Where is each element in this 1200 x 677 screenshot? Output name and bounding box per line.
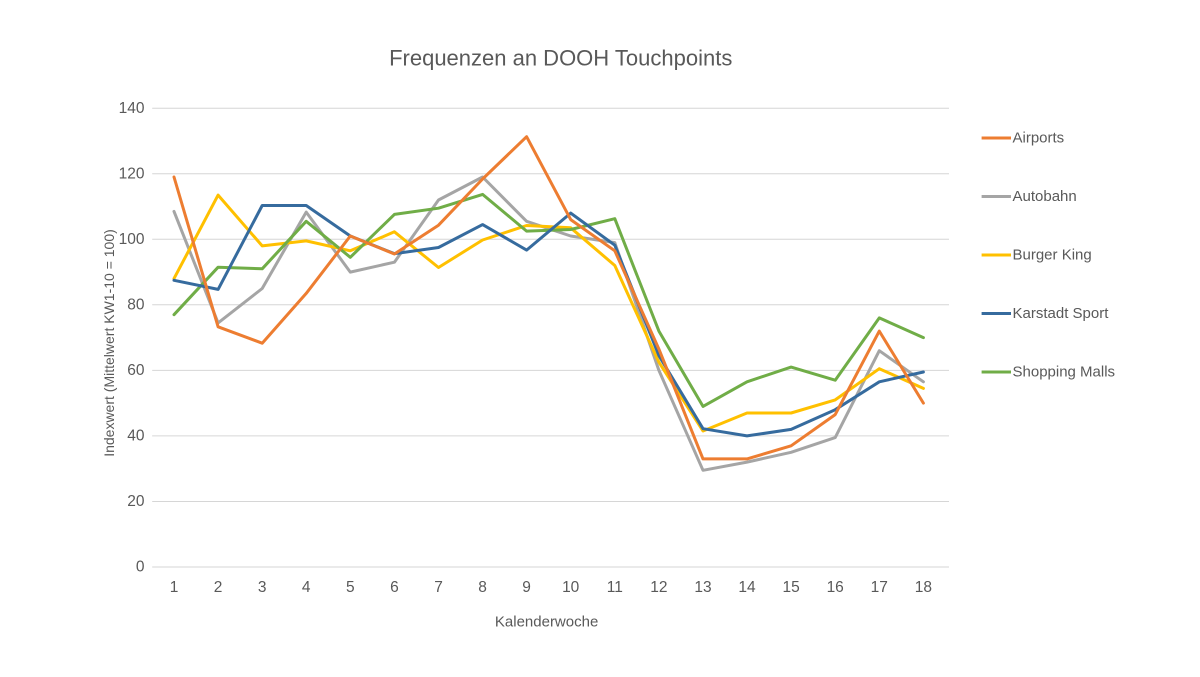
svg-text:3: 3 bbox=[258, 579, 267, 596]
svg-text:120: 120 bbox=[119, 165, 145, 182]
svg-text:20: 20 bbox=[127, 493, 145, 510]
svg-text:6: 6 bbox=[390, 579, 399, 596]
svg-text:11: 11 bbox=[607, 579, 623, 596]
svg-text:Shopping Malls: Shopping Malls bbox=[1013, 364, 1116, 381]
svg-text:Kalenderwoche: Kalenderwoche bbox=[495, 614, 598, 631]
svg-text:15: 15 bbox=[782, 579, 799, 596]
svg-text:Frequenzen an DOOH Touchpoints: Frequenzen an DOOH Touchpoints bbox=[389, 46, 732, 71]
svg-text:7: 7 bbox=[434, 579, 443, 596]
svg-text:12: 12 bbox=[650, 579, 667, 596]
svg-text:1: 1 bbox=[170, 579, 179, 596]
svg-text:14: 14 bbox=[738, 579, 756, 596]
svg-text:8: 8 bbox=[478, 579, 487, 596]
svg-text:16: 16 bbox=[827, 579, 844, 596]
svg-text:100: 100 bbox=[119, 231, 145, 248]
svg-text:60: 60 bbox=[127, 362, 145, 379]
svg-text:80: 80 bbox=[127, 296, 145, 313]
svg-text:Indexwert (Mittelwert KW1-10 =: Indexwert (Mittelwert KW1-10 = 100) bbox=[101, 229, 117, 457]
svg-text:Burger King: Burger King bbox=[1013, 247, 1092, 264]
svg-text:18: 18 bbox=[915, 579, 932, 596]
svg-text:5: 5 bbox=[346, 579, 355, 596]
svg-text:140: 140 bbox=[119, 100, 145, 117]
svg-text:Autobahn: Autobahn bbox=[1013, 188, 1077, 205]
svg-text:9: 9 bbox=[522, 579, 531, 596]
svg-text:0: 0 bbox=[136, 559, 145, 576]
svg-text:40: 40 bbox=[127, 428, 145, 445]
svg-text:13: 13 bbox=[694, 579, 711, 596]
svg-text:Karstadt Sport: Karstadt Sport bbox=[1013, 305, 1110, 322]
svg-text:4: 4 bbox=[302, 579, 311, 596]
svg-text:Airports: Airports bbox=[1013, 130, 1065, 147]
svg-text:17: 17 bbox=[871, 579, 888, 596]
svg-text:10: 10 bbox=[562, 579, 580, 596]
svg-text:2: 2 bbox=[214, 579, 223, 596]
